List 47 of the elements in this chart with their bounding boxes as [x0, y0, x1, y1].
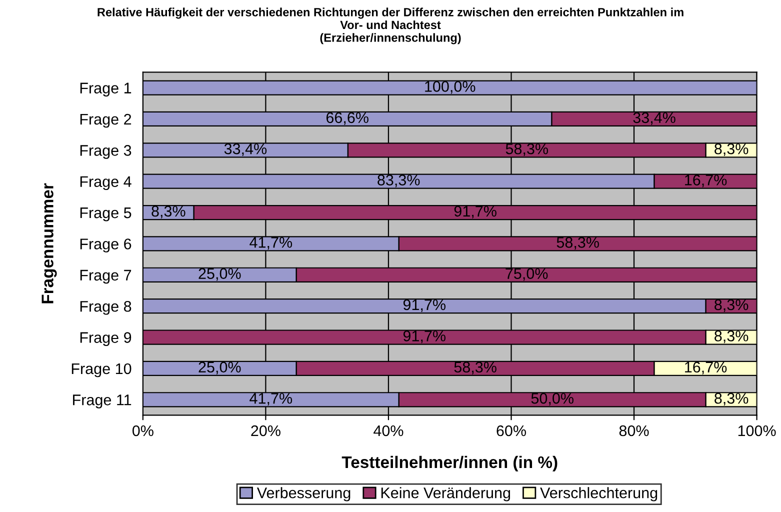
y-tick-label: Frage 1 — [80, 82, 132, 96]
chart-title: Relative Häufigkeit der verschiedenen Richtungen der Differenz zwischen den erreichten Punktzahlen im Vor- und Nachtest (Erzieher/innenschulung) — [98, 8, 684, 44]
y-tick-label: Frage 4 — [80, 176, 132, 190]
data-label: 8,3% — [714, 299, 748, 312]
x-axis-title: Testteilnehmer/innen (in %) — [342, 456, 558, 472]
y-axis-title: Fragennummer — [42, 183, 57, 304]
data-label: 8,3% — [152, 206, 186, 218]
y-tick-label: Frage 11 — [73, 394, 132, 408]
y-tick-label: Frage 6 — [80, 238, 132, 252]
data-label: 8,3% — [714, 330, 748, 344]
x-tick-label: 100% — [738, 425, 776, 436]
y-tick-label: Frage 3 — [80, 145, 132, 159]
data-label: 66,6% — [326, 112, 368, 125]
x-tick-label: 80% — [619, 425, 649, 436]
x-tick-label: 0% — [132, 425, 154, 436]
data-label: 91,7% — [454, 206, 496, 218]
y-tick-label: Frage 10 — [72, 363, 132, 378]
data-label: 58,3% — [556, 236, 599, 250]
y-tick-label: Frage 9 — [80, 332, 132, 346]
x-tick-label: 60% — [496, 425, 526, 436]
x-tick-label: 40% — [374, 425, 404, 436]
data-label: 100,0% — [425, 81, 476, 94]
data-label: 33,4% — [224, 143, 267, 156]
x-tick-label: 20% — [251, 425, 280, 436]
data-label: 83,3% — [378, 174, 420, 188]
data-label: 75,0% — [506, 268, 548, 281]
data-label: 25,0% — [198, 268, 241, 281]
data-label: 50,0% — [531, 392, 574, 406]
data-label: 41,7% — [250, 392, 292, 406]
data-label: 16,7% — [685, 174, 727, 188]
data-label: 8,3% — [714, 143, 748, 156]
legend-label: Keine Veränderung — [381, 487, 510, 502]
legend-label: Verschlechterung — [540, 487, 658, 502]
legend-label: Verbesserung — [256, 487, 350, 502]
y-tick-label: Frage 5 — [80, 208, 132, 222]
data-label: 58,3% — [506, 143, 548, 156]
data-label: 91,7% — [403, 330, 446, 344]
data-label: 8,3% — [714, 392, 748, 406]
data-label: 58,3% — [454, 362, 496, 374]
data-label: 91,7% — [403, 299, 446, 312]
data-label: 33,4% — [633, 112, 676, 125]
data-label: 25,0% — [198, 362, 241, 374]
data-label: 41,7% — [250, 237, 292, 250]
y-tick-label: Frage 8 — [80, 300, 132, 315]
y-tick-label: Frage 2 — [80, 114, 132, 128]
y-tick-label: Frage 7 — [80, 270, 132, 284]
data-label: 16,7% — [685, 362, 727, 374]
